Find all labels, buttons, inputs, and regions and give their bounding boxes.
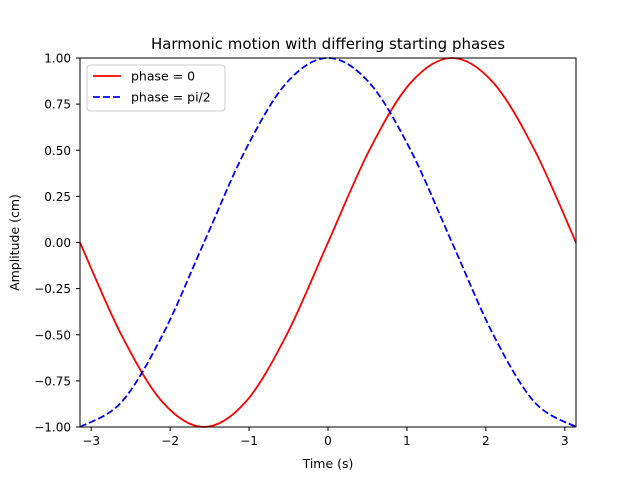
series-line-1 bbox=[79, 57, 577, 428]
y-axis-label: Amplitude (cm) bbox=[7, 194, 22, 291]
y-tick-label: 1.00 bbox=[44, 52, 71, 66]
y-axis-ticks: −1.00 −0.75 −0.50 −0.25 0.00 0.25 0.50 0.75 1.00 bbox=[34, 52, 80, 435]
y-tick-label: −0.75 bbox=[34, 374, 71, 388]
y-tick-label: 0.75 bbox=[44, 98, 71, 112]
x-tick-label: 0 bbox=[324, 434, 332, 448]
legend-box bbox=[86, 64, 226, 112]
x-axis-label: Time (s) bbox=[302, 456, 354, 471]
series-layer bbox=[79, 57, 577, 428]
x-tick-label: −1 bbox=[240, 434, 258, 448]
legend: phase = 0 phase = pi/2 bbox=[86, 64, 226, 112]
x-tick-label: −2 bbox=[161, 434, 179, 448]
y-tick-label: −0.25 bbox=[34, 282, 71, 296]
y-tick-label: 0.50 bbox=[44, 144, 71, 158]
legend-label-phase-0: phase = 0 bbox=[131, 69, 195, 84]
x-axis-ticks: −3 −2 −1 0 1 2 3 bbox=[82, 427, 569, 448]
y-tick-label: 0.00 bbox=[44, 236, 71, 250]
x-tick-label: 2 bbox=[482, 434, 490, 448]
legend-label-phase-pi2: phase = pi/2 bbox=[131, 90, 211, 105]
y-tick-label: −0.50 bbox=[34, 328, 71, 342]
x-tick-label: 1 bbox=[403, 434, 411, 448]
x-tick-label: −3 bbox=[82, 434, 100, 448]
y-tick-label: 0.25 bbox=[44, 190, 71, 204]
series-line-0 bbox=[79, 57, 577, 428]
y-tick-label: −1.00 bbox=[34, 421, 71, 435]
x-tick-label: 3 bbox=[561, 434, 569, 448]
chart-title: Harmonic motion with differing starting … bbox=[151, 35, 505, 53]
